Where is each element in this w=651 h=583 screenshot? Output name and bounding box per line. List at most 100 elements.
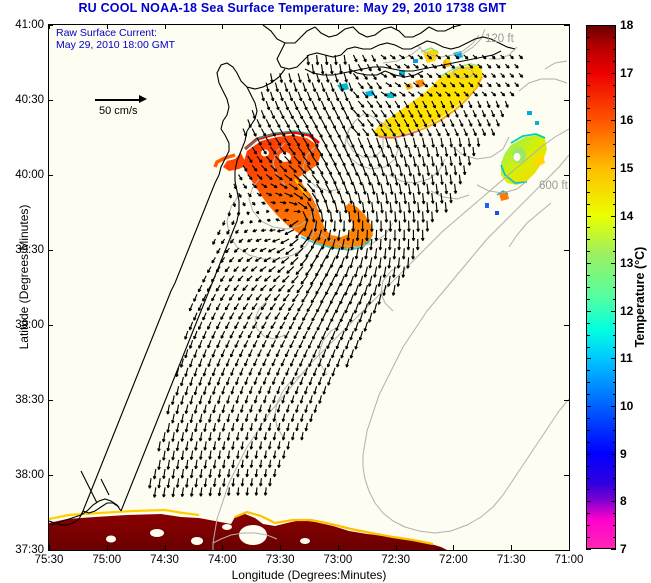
colorbar-tick-label: 10 bbox=[620, 399, 634, 414]
colorbar-tick bbox=[612, 48, 616, 50]
colorbar-tick bbox=[612, 84, 616, 86]
colorbar-tick bbox=[586, 25, 591, 26]
colorbar-tick bbox=[611, 501, 616, 503]
colorbar-tick bbox=[612, 513, 616, 515]
y-tick bbox=[48, 550, 53, 551]
colorbar-tick bbox=[586, 465, 590, 467]
colorbar-tick bbox=[586, 215, 591, 217]
x-tick bbox=[569, 24, 570, 29]
map-plot-area[interactable]: Raw Surface Current: May 29, 2010 18:00 … bbox=[48, 24, 570, 551]
colorbar-tick-label: 9 bbox=[620, 446, 627, 461]
x-tick bbox=[395, 545, 397, 550]
colorbar-tick-label: 8 bbox=[620, 494, 627, 509]
colorbar-tick bbox=[612, 60, 616, 62]
surface-current-vector-layer bbox=[148, 54, 524, 498]
x-tick-label: 71:30 bbox=[496, 554, 526, 566]
colorbar-tick bbox=[586, 310, 591, 312]
y-tick bbox=[48, 100, 53, 101]
colorbar-tick-label: 11 bbox=[620, 351, 633, 366]
figure-title: RU COOL NOAA-18 Sea Surface Temperature:… bbox=[78, 1, 507, 15]
scale-arrow-label: 50 cm/s bbox=[99, 105, 138, 117]
colorbar-tick bbox=[612, 203, 616, 205]
x-tick bbox=[337, 24, 339, 29]
y-tick bbox=[564, 25, 569, 26]
colorbar-tick bbox=[611, 453, 616, 455]
colorbar-tick bbox=[586, 72, 591, 74]
colorbar-tick bbox=[586, 322, 590, 324]
colorbar-tick bbox=[611, 310, 616, 312]
colorbar-tick bbox=[612, 156, 616, 157]
colorbar-tick bbox=[586, 382, 590, 384]
colorbar-tick bbox=[612, 251, 616, 253]
colorbar-tick bbox=[612, 370, 616, 372]
colorbar-tick bbox=[612, 418, 616, 419]
colorbar-tick bbox=[611, 358, 616, 360]
colorbar-tick bbox=[612, 239, 616, 241]
x-tick bbox=[164, 545, 166, 550]
colorbar-tick bbox=[586, 144, 590, 146]
y-tick bbox=[48, 175, 53, 176]
colorbar-tick bbox=[612, 36, 616, 38]
y-tick-label: 40:00 bbox=[15, 169, 44, 181]
y-tick-label: 38:00 bbox=[15, 469, 44, 481]
y-tick bbox=[564, 550, 569, 551]
colorbar-tick-label: 12 bbox=[620, 303, 634, 318]
y-tick bbox=[48, 250, 53, 251]
colorbar-tick bbox=[612, 179, 616, 181]
colorbar-title: Temperature (°C) bbox=[633, 246, 647, 348]
colorbar-tick-label: 18 bbox=[620, 18, 634, 32]
x-tick-label: 73:30 bbox=[265, 554, 295, 566]
colorbar-tick bbox=[586, 298, 590, 300]
x-tick bbox=[511, 545, 513, 550]
colorbar-tick bbox=[586, 334, 590, 336]
colorbar-tick bbox=[586, 275, 590, 277]
colorbar-tick bbox=[586, 167, 591, 169]
colorbar-tick bbox=[586, 191, 590, 193]
colorbar-tick bbox=[612, 525, 616, 527]
colorbar-tick bbox=[612, 429, 616, 431]
x-tick bbox=[280, 545, 282, 550]
colorbar-tick bbox=[586, 120, 591, 122]
colorbar-tick bbox=[586, 179, 590, 181]
colorbar-tick bbox=[586, 48, 590, 50]
colorbar-tick bbox=[612, 382, 616, 384]
colorbar-tick bbox=[612, 465, 616, 467]
scale-arrow-shaft bbox=[95, 99, 143, 101]
colorbar-tick-label: 14 bbox=[620, 208, 634, 223]
x-tick bbox=[49, 545, 50, 550]
colorbar-tick bbox=[612, 322, 616, 324]
y-tick bbox=[564, 475, 569, 476]
colorbar-tick bbox=[612, 441, 616, 443]
colorbar-tick bbox=[586, 346, 590, 348]
sst-patch-long-island-band bbox=[373, 65, 483, 137]
colorbar-tick bbox=[612, 132, 616, 134]
colorbar-tick bbox=[612, 227, 616, 229]
colorbar-tick bbox=[612, 96, 616, 98]
colorbar-tick bbox=[586, 239, 590, 241]
colorbar-tick-label: 17 bbox=[620, 65, 634, 80]
colorbar-tick bbox=[612, 537, 616, 539]
colorbar-tick bbox=[586, 394, 590, 396]
x-tick-label: 75:00 bbox=[92, 554, 122, 566]
colorbar-tick bbox=[586, 549, 591, 550]
x-tick bbox=[222, 545, 224, 550]
depth-contour-layer bbox=[212, 28, 569, 550]
x-tick-label: 72:30 bbox=[381, 554, 411, 566]
y-tick bbox=[48, 400, 53, 401]
x-tick bbox=[106, 24, 108, 29]
y-tick bbox=[564, 400, 569, 401]
y-tick bbox=[564, 325, 569, 326]
scale-arrow-head bbox=[139, 95, 147, 103]
colorbar-tick-label: 15 bbox=[620, 160, 634, 175]
colorbar-tick bbox=[586, 227, 590, 229]
colorbar-tick bbox=[612, 108, 616, 110]
colorbar-tick bbox=[611, 25, 616, 26]
x-tick-label: 71:00 bbox=[554, 554, 584, 566]
x-tick-label: 73:00 bbox=[323, 554, 353, 566]
colorbar-tick bbox=[586, 263, 591, 265]
colorbar-tick bbox=[612, 346, 616, 348]
colorbar-tick bbox=[611, 72, 616, 74]
colorbar-tick bbox=[612, 298, 616, 300]
temperature-colorbar[interactable] bbox=[586, 25, 616, 549]
